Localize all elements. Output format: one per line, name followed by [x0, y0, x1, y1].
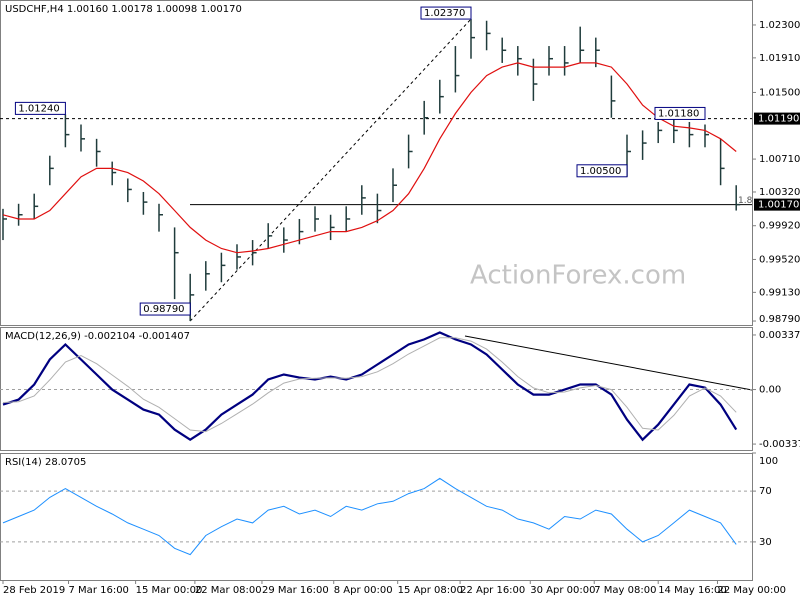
x-tick-label: 22 May 00:00 [717, 585, 786, 596]
x-tick-label: 7 May 08:00 [594, 585, 656, 596]
y-tick-label: 1.01910 [759, 53, 800, 64]
y-tick-label: -0.003373 [759, 439, 800, 450]
y-tick-label: 30 [759, 537, 772, 548]
moving-average [2, 62, 737, 254]
panel-title: MACD(12,26,9) -0.002104 -0.001407 [5, 331, 190, 342]
x-tick-label: 14 May 16:00 [658, 585, 727, 596]
rsi-line [2, 477, 737, 556]
y-tick-label: 100 [759, 456, 778, 467]
macd-panel [0, 327, 753, 451]
y-tick-label: 70 [759, 486, 772, 497]
x-tick-label: 29 Mar 16:00 [262, 585, 329, 596]
annotation-box [14, 101, 66, 115]
x-tick-label: 28 Feb 2019 [3, 585, 65, 596]
annotation-label: 1.00500 [580, 166, 621, 177]
y-tick-label: 1.02300 [759, 20, 800, 31]
y-tick-label: 0.003377 [759, 330, 800, 341]
x-tick-label: 7 Mar 16:00 [69, 585, 129, 596]
level-label: 1.00170 [758, 200, 799, 211]
trend-line [189, 18, 472, 322]
signal-line [2, 337, 737, 433]
annotation-box [139, 302, 191, 316]
annotation-box [420, 6, 472, 20]
x-tick-label: 15 Apr 08:00 [398, 585, 463, 596]
annotation-box [576, 164, 628, 178]
annotation-label: 0.98790 [143, 304, 184, 315]
level-note: 1.8 [738, 196, 753, 206]
x-tick-label: 15 Mar 00:00 [136, 585, 203, 596]
macd-trend-line [464, 335, 753, 391]
x-tick-label: 30 Apr 00:00 [530, 585, 595, 596]
panel-title: RSI(14) 28.0705 [5, 457, 86, 468]
y-tick-label: 1.00320 [759, 187, 800, 198]
annotation-label: 1.01180 [658, 108, 699, 119]
macd-line [2, 331, 738, 442]
x-tick-label: 8 Apr 00:00 [334, 585, 393, 596]
level-label: 1.01190 [758, 114, 799, 125]
watermark: ActionForex.com [470, 261, 686, 291]
y-tick-label: 1.01500 [759, 87, 800, 98]
rsi-panel [0, 453, 753, 581]
annotation-label: 1.01240 [18, 103, 59, 114]
y-tick-label: 0.98790 [759, 314, 800, 325]
price-panel [0, 0, 753, 326]
annotation-label: 1.02370 [424, 8, 465, 19]
y-tick-label: 0.99130 [759, 287, 800, 298]
y-tick-label: 0.99520 [759, 254, 800, 265]
panel-title: USDCHF,H4 1.00160 1.00178 1.00098 1.0017… [5, 4, 242, 15]
level-label-bg [754, 198, 800, 211]
y-tick-label: 0.00 [759, 385, 781, 396]
y-tick-label: 0.99920 [759, 221, 800, 232]
x-tick-label: 22 Mar 08:00 [195, 585, 262, 596]
level-label-bg [754, 112, 800, 125]
y-tick-label: 1.00710 [759, 154, 800, 165]
x-tick-label: 22 Apr 16:00 [460, 585, 525, 596]
annotation-box [654, 106, 706, 120]
